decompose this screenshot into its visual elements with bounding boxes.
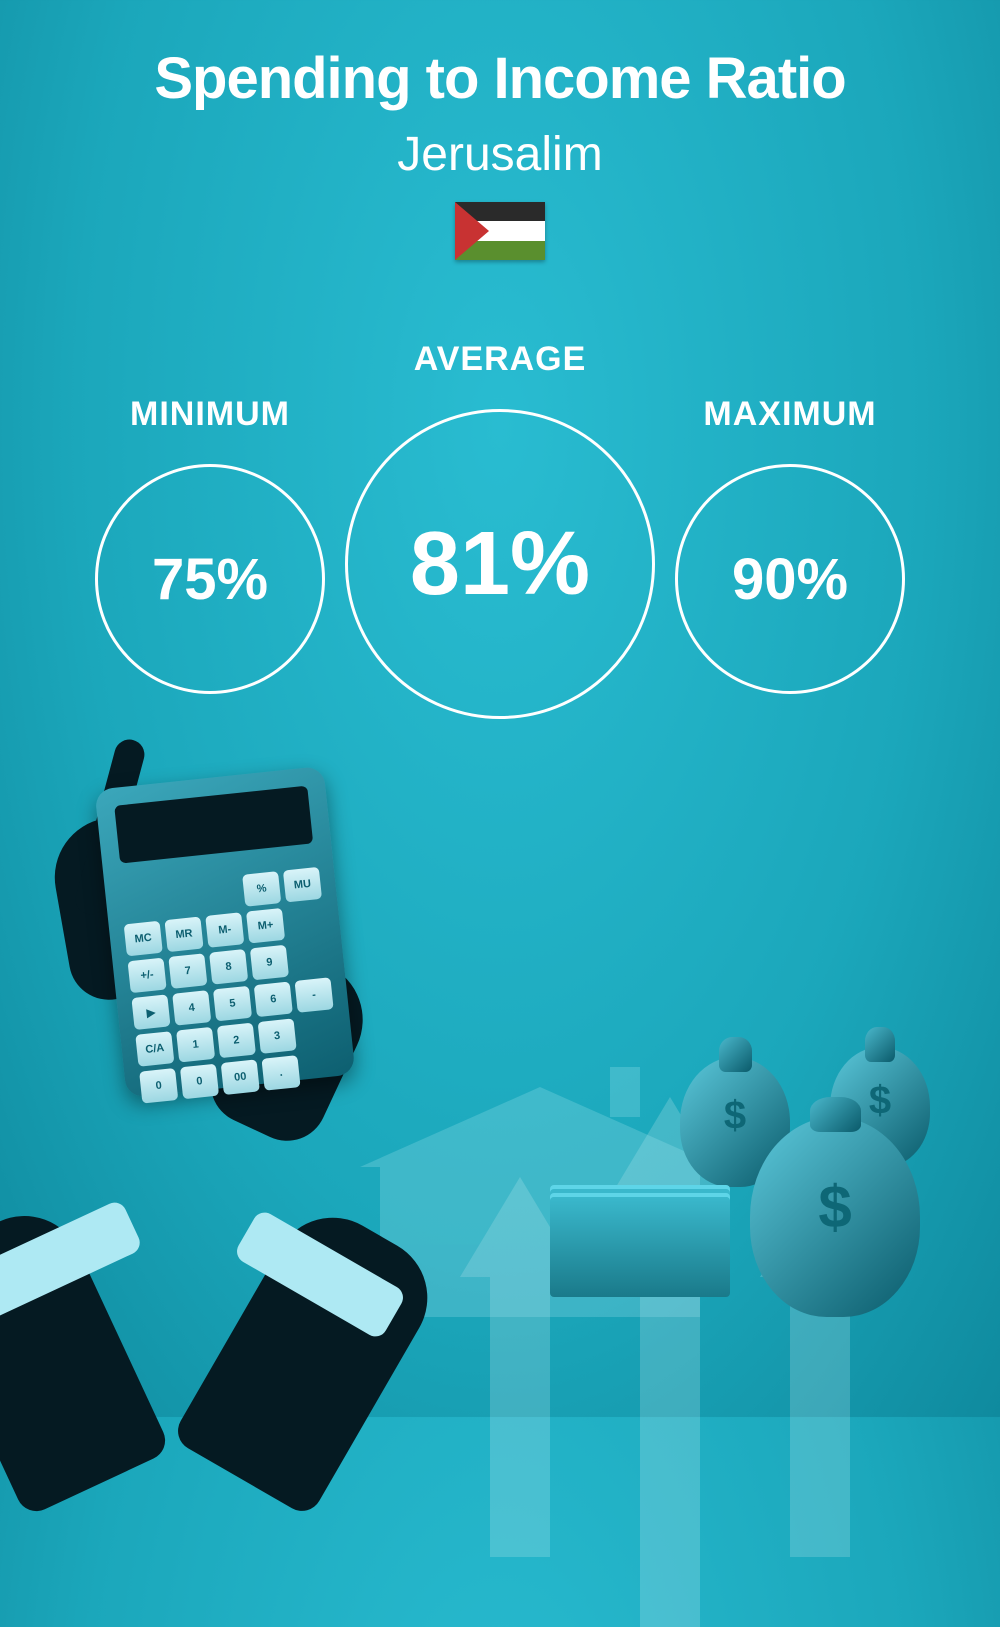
- calc-key: [161, 880, 200, 916]
- calc-key: 1: [176, 1027, 215, 1063]
- calc-key: %: [242, 871, 281, 907]
- calc-key: 6: [254, 982, 293, 1018]
- calc-key: 3: [258, 1018, 297, 1054]
- calc-key: [120, 884, 159, 920]
- stat-minimum-circle: 75%: [95, 464, 325, 694]
- stat-maximum-circle: 90%: [675, 464, 905, 694]
- calc-key: [298, 1014, 337, 1050]
- cash-stack-icon: [550, 1197, 730, 1297]
- stat-minimum-value: 75%: [152, 546, 268, 613]
- calc-key: [287, 904, 326, 940]
- calc-key: +/-: [128, 958, 167, 994]
- calc-key: 2: [217, 1023, 256, 1059]
- calc-key: 8: [209, 949, 248, 985]
- calc-key: [302, 1051, 341, 1087]
- stat-minimum: MINIMUM 75%: [95, 395, 325, 694]
- stat-maximum-label: MAXIMUM: [703, 395, 876, 434]
- footer-illustration: $ $ $ %MUMCMRM-M++/-789▶456-C/A1230000.: [0, 767, 1000, 1417]
- stat-minimum-label: MINIMUM: [130, 395, 290, 434]
- calc-key: 4: [172, 990, 211, 1026]
- stat-average: AVERAGE 81%: [345, 340, 655, 719]
- stat-maximum-value: 90%: [732, 546, 848, 613]
- hands-calculator-icon: %MUMCMRM-M++/-789▶456-C/A1230000.: [0, 767, 420, 1417]
- page-subtitle: Jerusalim: [0, 127, 1000, 182]
- calc-key: -: [295, 977, 334, 1013]
- calc-key: M-: [205, 912, 244, 948]
- calc-key: 9: [250, 945, 289, 981]
- stat-average-value: 81%: [410, 513, 590, 616]
- calc-key: ▶: [131, 994, 170, 1030]
- calc-key: [201, 875, 240, 911]
- flag-icon: [455, 202, 545, 260]
- calc-key: 5: [213, 986, 252, 1022]
- calc-key: 00: [221, 1059, 260, 1095]
- calc-key: MU: [283, 867, 322, 903]
- stat-maximum: MAXIMUM 90%: [675, 395, 905, 694]
- page-title: Spending to Income Ratio: [0, 45, 1000, 112]
- header: Spending to Income Ratio Jerusalim: [0, 0, 1000, 260]
- stats-row: MINIMUM 75% AVERAGE 81% MAXIMUM 90%: [0, 340, 1000, 719]
- calc-key: M+: [246, 908, 285, 944]
- calc-key: 0: [139, 1068, 178, 1104]
- money-bag-icon: $: [750, 1117, 920, 1317]
- calc-key: [291, 940, 330, 976]
- calculator-icon: %MUMCMRM-M++/-789▶456-C/A1230000.: [94, 766, 355, 1098]
- calc-key: 0: [180, 1064, 219, 1100]
- calc-key: MR: [164, 917, 203, 953]
- calc-key: C/A: [135, 1031, 174, 1067]
- stat-average-circle: 81%: [345, 409, 655, 719]
- calc-key: .: [261, 1055, 300, 1091]
- stat-average-label: AVERAGE: [414, 340, 587, 379]
- calc-key: MC: [124, 921, 163, 957]
- calc-key: 7: [168, 953, 207, 989]
